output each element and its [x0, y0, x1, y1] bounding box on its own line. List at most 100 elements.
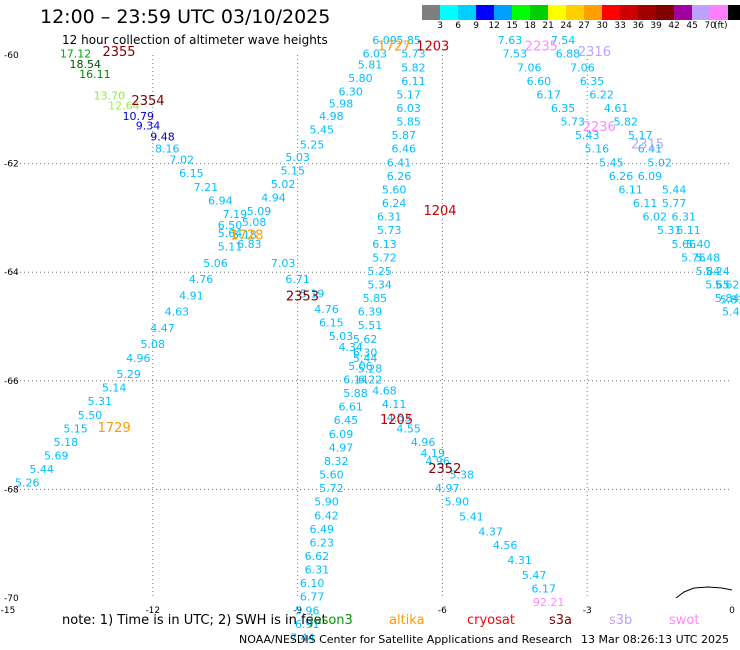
wave-height-value: 16.11: [79, 68, 111, 81]
wave-height-value: 5.06: [203, 257, 228, 270]
coastline: [675, 586, 733, 599]
wave-height-value: 7.53: [503, 48, 528, 61]
wave-height-value: 5.25: [367, 265, 392, 278]
colorbar-swatch: [458, 5, 476, 20]
wave-height-value: 6.49: [309, 523, 334, 536]
wave-height-value: 6.10: [300, 577, 325, 590]
wave-height-value: 5.81: [358, 59, 383, 72]
wave-height-value: 6.11: [676, 224, 701, 237]
wave-height-value: 4.94: [261, 192, 286, 205]
wave-height-value: 4.96: [425, 455, 450, 468]
lon-label: -6: [438, 606, 447, 616]
colorbar-tick: 24: [560, 21, 572, 31]
wave-height-value: 4.19: [420, 447, 445, 460]
wave-height-value: 6.09: [372, 34, 397, 47]
wave-height-value: 4.37: [478, 526, 503, 539]
wave-height-value: 5.73: [560, 116, 585, 129]
wave-height-value: 5.44: [353, 352, 378, 365]
wave-height-value: 4.97: [435, 482, 460, 495]
wave-height-value: 6.26: [609, 170, 634, 183]
wave-height-value: 5.18: [232, 229, 257, 242]
wave-height-value: 6.17: [532, 583, 557, 596]
wave-height-value: 5.80: [348, 72, 373, 85]
wave-height-value: 7.19: [223, 208, 248, 221]
colorbar-swatch: [494, 5, 512, 20]
wave-height-value: 5.03: [285, 151, 310, 164]
wave-height-value: 4.76: [314, 303, 339, 316]
wave-height-value: 9.34: [136, 119, 161, 132]
wave-height-value: 10.79: [123, 110, 155, 123]
wave-height-value: 6.31: [377, 211, 402, 224]
wave-height-value: 7.63: [498, 34, 523, 47]
lat-label: -60: [4, 51, 19, 61]
wave-height-value: 5.16: [585, 143, 610, 156]
colorbar-tick: 18: [524, 21, 536, 31]
colorbar-swatch: [512, 5, 530, 20]
wave-height-value: 5.29: [116, 368, 141, 381]
pass-time-label: 1727: [378, 40, 411, 55]
wave-height-value: 18.54: [69, 58, 101, 71]
wave-height-value: 6.22: [589, 88, 614, 101]
wave-height-value: 5.64: [218, 227, 243, 240]
colorbar-tick: 39: [650, 21, 662, 31]
wave-height-value: 5.72: [319, 482, 344, 495]
page-title: 12:00 – 23:59 UTC 03/10/2025: [40, 6, 331, 28]
wave-height-value: 5.14: [102, 382, 127, 395]
wave-height-value: 5.85: [396, 116, 421, 129]
wave-height-value: 5.45: [599, 156, 624, 169]
wave-height-value: 6.41: [387, 156, 412, 169]
wave-height-value: 4.91: [179, 289, 204, 302]
wave-height-value: 9.48: [150, 130, 175, 143]
colorbar-tick: 12: [488, 21, 500, 31]
wave-height-value: 5.90: [445, 496, 470, 509]
wave-height-value: 5.73: [401, 48, 426, 61]
wave-height-value: 13.70: [94, 90, 126, 103]
colorbar-tick: 9: [473, 21, 479, 31]
wave-height-value: 5.72: [372, 251, 397, 264]
wave-height-value: 6.24: [382, 197, 407, 210]
wave-height-value: 5.48: [696, 251, 721, 264]
wave-height-value: 7.44: [290, 631, 315, 644]
wave-height-value: 6.30: [338, 86, 363, 99]
wave-height-value: 5.38: [449, 469, 474, 482]
wave-height-value: 6.39: [358, 306, 383, 319]
wave-height-value: 4.34: [338, 341, 363, 354]
colorbar-swatch: [656, 5, 674, 20]
pass-time-label: 2354: [131, 94, 164, 109]
wave-height-value: 5.46: [722, 306, 740, 319]
wave-height-value: 5.88: [343, 387, 368, 400]
lon-label: -15: [1, 606, 16, 616]
lon-label: -12: [145, 606, 160, 616]
map-note: note: 1) Time is in UTC; 2) SWH is in fe…: [62, 613, 327, 628]
colorbar-swatch: [620, 5, 638, 20]
wave-height-value: 8.16: [155, 143, 180, 156]
wave-height-value: 6.42: [314, 509, 339, 522]
colorbar-swatch: [584, 5, 602, 20]
wave-height-value: 4.63: [165, 306, 190, 319]
wave-height-value: 6.15: [179, 167, 204, 180]
wave-height-value: 6.11: [633, 197, 658, 210]
wave-height-value: 6.03: [363, 48, 388, 61]
wave-height-value: 5.84: [715, 292, 740, 305]
wave-height-value: 6.91: [295, 618, 320, 631]
colorbar-tick: 45: [686, 21, 698, 31]
wave-height-value: 5.41: [459, 510, 484, 523]
wave-height-value: 5.85: [396, 34, 421, 47]
wave-height-value: 5.82: [614, 116, 639, 129]
wave-height-value: 5.26: [15, 477, 40, 490]
colorbar-swatch: [728, 5, 740, 20]
legend-item-jason3: jason3: [310, 613, 353, 628]
wave-height-value: 5.02: [271, 178, 296, 191]
lat-label: -70: [4, 594, 19, 604]
colorbar-tick: 42: [668, 21, 680, 31]
pass-time-label: 2352: [428, 462, 461, 477]
wave-height-value: 6.94: [208, 194, 233, 207]
wave-height-value: 5.60: [382, 183, 407, 196]
lat-label: -64: [4, 268, 19, 278]
wave-height-value: 4.56: [493, 539, 518, 552]
colorbar-swatch: [602, 5, 620, 20]
wave-height-value: 5.73: [377, 224, 402, 237]
wave-height-value: 5.60: [319, 469, 344, 482]
colorbar-swatch: [638, 5, 656, 20]
footer-timestamp: 13 Mar 08:26:13 UTC 2025: [581, 633, 729, 646]
